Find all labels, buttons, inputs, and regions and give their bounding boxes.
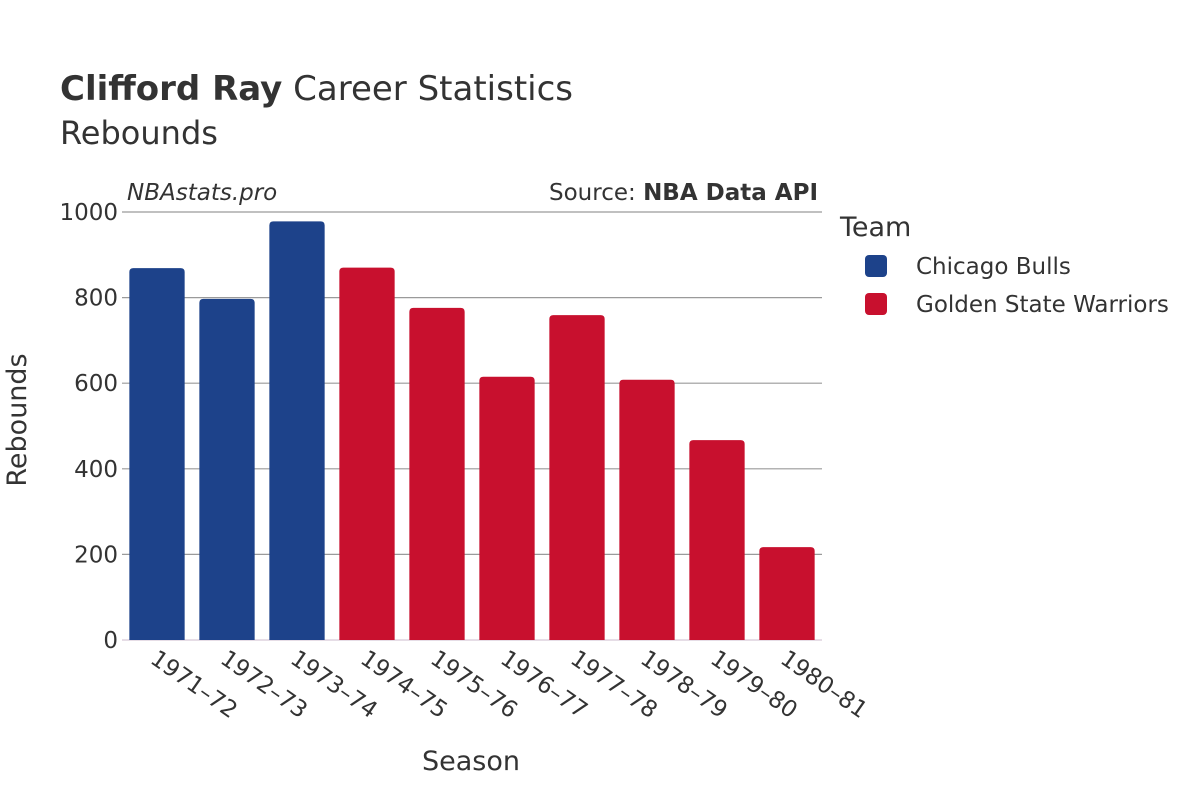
source-prefix: Source: xyxy=(549,180,643,206)
chart-subtitle: Rebounds xyxy=(60,114,218,152)
bar xyxy=(339,267,395,640)
y-tick-label: 800 xyxy=(74,286,118,312)
watermark: NBAstats.pro xyxy=(127,180,277,206)
legend-label: Chicago Bulls xyxy=(916,254,1071,280)
bar xyxy=(199,298,255,640)
legend-title: Team xyxy=(839,212,911,243)
bar xyxy=(409,307,465,640)
y-axis-title: Rebounds xyxy=(2,353,33,486)
y-tick-layer: 0 200 400 600 800 1000 xyxy=(59,200,118,654)
y-tick-label: 400 xyxy=(74,457,118,483)
x-axis-title: Season xyxy=(422,746,520,777)
bar xyxy=(619,379,675,640)
bar xyxy=(689,440,745,640)
bar xyxy=(129,268,185,640)
legend-label: Golden State Warriors xyxy=(916,292,1169,318)
bar xyxy=(759,547,815,640)
y-tick-label: 0 xyxy=(103,628,118,654)
chart-title: Clifford Ray Career Statistics xyxy=(60,69,573,109)
title-rest: Career Statistics xyxy=(282,69,573,109)
y-tick-label: 600 xyxy=(74,371,118,397)
bar xyxy=(549,315,605,640)
x-tick-layer: 1971–721972–731973–741974–751975–761976–… xyxy=(146,646,872,724)
source-label: Source: NBA Data API xyxy=(549,180,818,206)
bar xyxy=(269,221,325,640)
legend: Chicago Bulls Golden State Warriors xyxy=(865,254,1169,318)
bar-layer xyxy=(129,221,815,640)
bar xyxy=(479,376,535,640)
legend-swatch xyxy=(865,293,887,315)
y-tick-label: 200 xyxy=(74,542,118,568)
source-name: NBA Data API xyxy=(643,180,818,206)
y-tick-label: 1000 xyxy=(59,200,118,226)
title-player: Clifford Ray xyxy=(60,69,282,109)
legend-swatch xyxy=(865,255,887,277)
